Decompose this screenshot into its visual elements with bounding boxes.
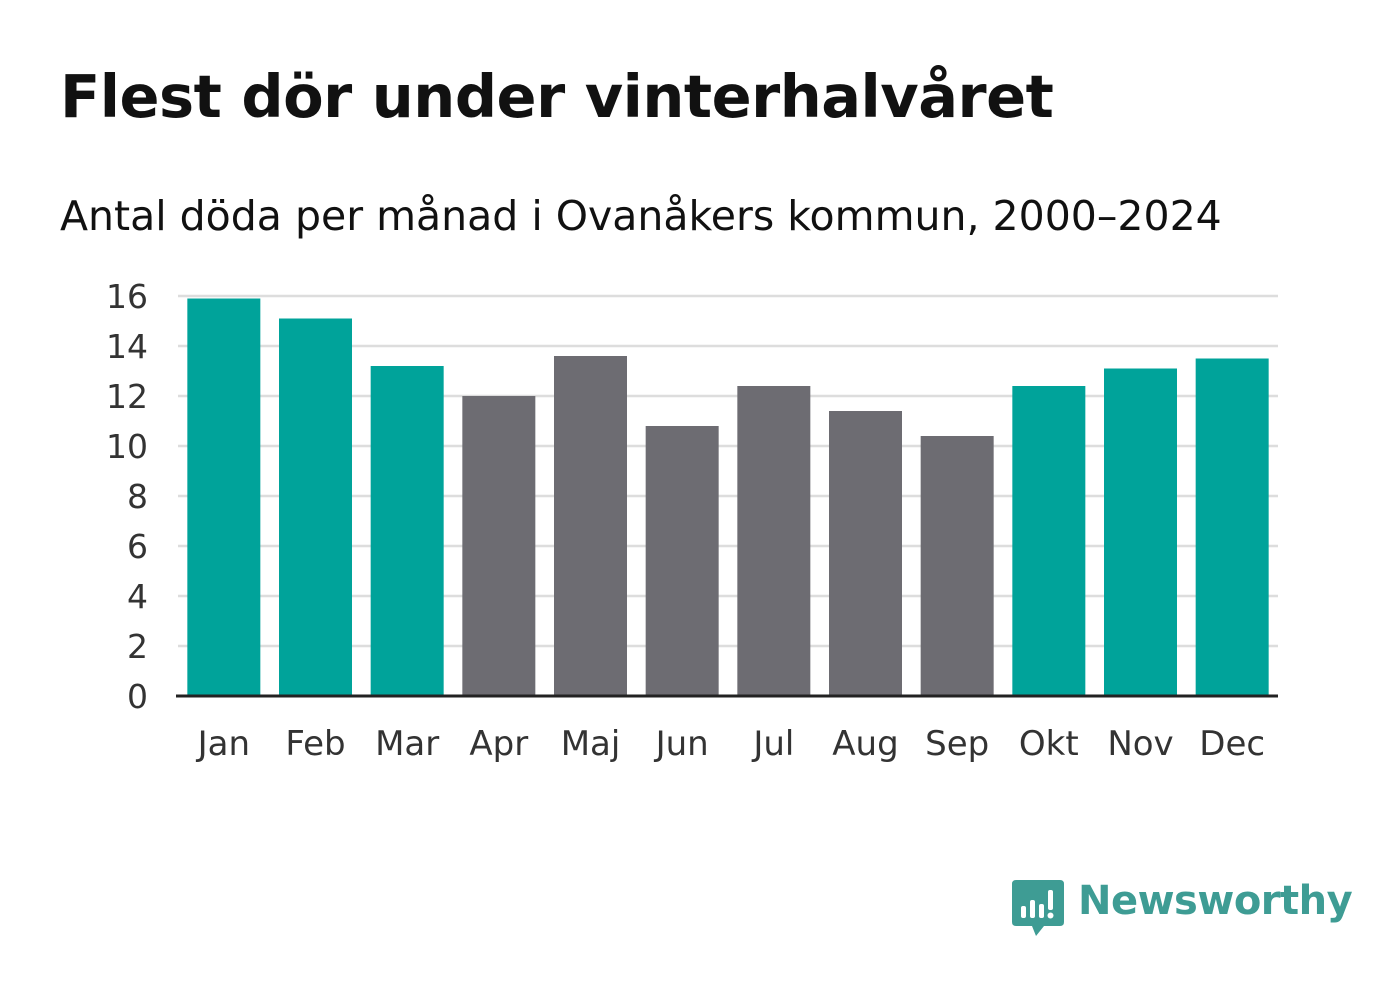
bar-chart-speech-bubble-icon [1012,880,1064,936]
x-tick-label: Nov [1107,724,1173,764]
x-tick-label: Aug [832,724,898,764]
logo-text: Newsworthy [1078,878,1353,924]
chart-title: Flest dör under vinterhalvåret [60,62,1054,131]
y-axis-ticks: 0 2 4 6 8 10 12 14 16 [106,277,148,716]
bar-okt [1012,386,1086,696]
y-tick-label: 12 [106,377,148,416]
bar-feb [279,318,352,696]
x-tick-label: Dec [1199,724,1265,764]
bar-apr [462,396,536,696]
y-tick-label: 0 [127,677,148,716]
newsworthy-logo: Newsworthy [1010,876,1353,940]
x-tick-label: Jul [751,724,794,764]
y-tick-label: 16 [106,277,148,316]
bar-mar [370,366,444,696]
x-axis-ticks: Jan Feb Mar Apr Maj Jun Jul Aug Sep Okt Nov Dec [196,724,1265,764]
x-tick-label: Okt [1019,724,1079,764]
x-tick-label: Apr [469,724,528,764]
x-tick-label: Feb [285,724,345,764]
y-tick-label: 14 [106,327,148,366]
bar-dec [1195,358,1269,696]
y-tick-label: 10 [106,427,148,466]
bar-sep [920,436,994,696]
bar-jun [645,426,719,696]
y-tick-label: 8 [127,477,148,516]
bar-nov [1104,368,1177,696]
x-tick-label: Jan [196,724,250,764]
chart-subtitle: Antal döda per månad i Ovanåkers kommun,… [60,192,1222,240]
x-tick-label: Jun [654,724,709,764]
bar-jul [737,386,811,696]
x-tick-label: Mar [375,724,439,764]
y-tick-label: 2 [127,627,148,666]
bar-jan [187,298,261,696]
bar-aug [829,411,902,696]
y-tick-label: 4 [127,577,148,616]
gridlines [178,294,1278,648]
x-tick-label: Sep [925,724,989,764]
y-tick-label: 6 [127,527,148,566]
bars [187,298,1269,696]
bar-maj [554,356,627,696]
x-tick-label: Maj [561,724,621,764]
